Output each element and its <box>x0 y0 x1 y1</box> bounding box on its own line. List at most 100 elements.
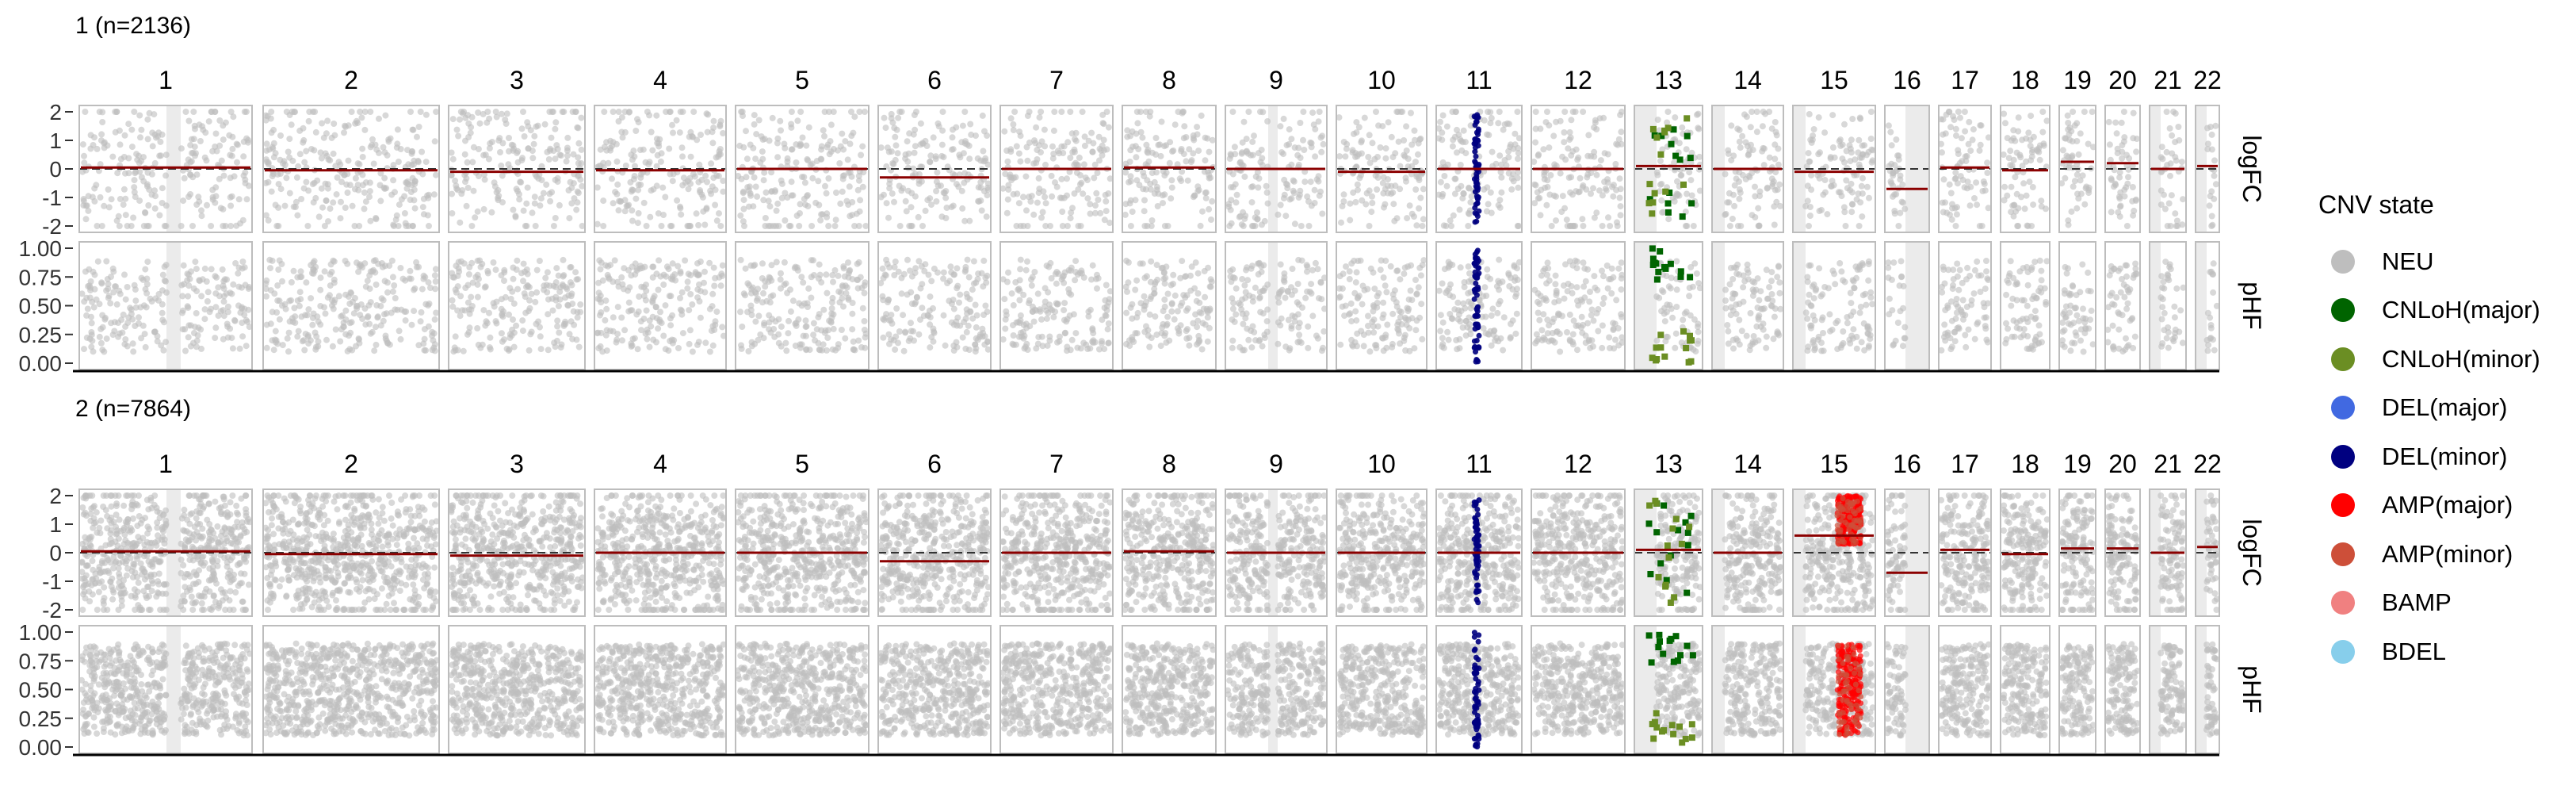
data-point <box>138 126 145 133</box>
y-tick-label: 0.50 <box>19 294 63 319</box>
data-point <box>1955 109 1962 115</box>
data-point <box>1043 315 1050 322</box>
data-point <box>697 314 704 321</box>
data-point <box>849 310 856 317</box>
data-point <box>575 159 582 167</box>
data-point <box>491 183 499 190</box>
data-point <box>276 257 283 264</box>
data-point <box>880 334 887 341</box>
data-point <box>162 202 170 209</box>
data-point <box>808 274 815 281</box>
data-point <box>353 117 360 125</box>
data-point <box>825 223 832 229</box>
data-point <box>1474 200 1481 206</box>
data-point <box>797 140 804 147</box>
data-point <box>1451 190 1458 197</box>
data-point <box>1340 191 1347 198</box>
data-point <box>520 260 527 267</box>
data-point <box>751 262 759 269</box>
data-point <box>1476 162 1482 167</box>
data-point <box>800 279 807 286</box>
data-point <box>1980 178 1987 185</box>
data-point <box>1180 292 1187 299</box>
data-point <box>374 314 381 321</box>
data-point <box>370 160 377 167</box>
data-point <box>298 196 305 202</box>
data-point <box>1314 266 1321 273</box>
data-point <box>284 335 291 342</box>
data-point <box>457 293 464 300</box>
data-point <box>925 271 932 278</box>
data-point <box>120 186 128 193</box>
data-point <box>1023 207 1030 214</box>
data-point <box>1804 182 1811 190</box>
data-point <box>323 197 330 205</box>
data-point <box>837 200 844 207</box>
facet-pHF-chr9 <box>1225 241 1328 370</box>
data-point <box>1771 186 1779 193</box>
data-point <box>717 223 724 229</box>
data-point <box>758 133 765 140</box>
data-point <box>827 138 834 145</box>
data-point <box>1075 186 1082 193</box>
data-point <box>2208 213 2215 220</box>
data-point <box>1181 123 1188 130</box>
data-point <box>113 109 120 115</box>
data-point <box>636 147 644 154</box>
data-point <box>279 342 286 349</box>
data-point <box>415 124 422 130</box>
data-point <box>947 263 954 270</box>
data-point <box>1183 273 1190 280</box>
data-point <box>1100 121 1107 128</box>
data-point <box>898 187 905 194</box>
data-point <box>520 278 526 285</box>
data-point <box>358 114 365 121</box>
data-point <box>298 274 305 281</box>
data-point <box>1900 199 1906 206</box>
data-point <box>1584 174 1591 181</box>
data-point <box>1016 277 1023 284</box>
data-point <box>366 188 373 195</box>
data-point <box>509 288 516 295</box>
data-point <box>555 303 562 309</box>
data-point <box>99 119 106 125</box>
data-point <box>673 117 680 124</box>
data-point <box>658 223 665 229</box>
panel-1: 1 (n=2136)1 2 3 4 5 6 7 8 9 10 11 12 13 14 15 16 17 18 19 2… <box>19 13 2267 376</box>
data-point <box>802 317 809 324</box>
data-point <box>395 159 402 165</box>
data-point <box>1544 109 1550 115</box>
data-point <box>777 117 784 125</box>
data-point <box>431 138 438 145</box>
data-point <box>1952 223 1959 229</box>
data-point <box>1052 179 1058 186</box>
data-point <box>915 331 923 338</box>
data-point <box>373 341 380 348</box>
data-point <box>344 170 351 178</box>
data-point <box>243 343 250 350</box>
data-point <box>189 174 197 181</box>
data-point <box>1365 154 1372 160</box>
data-point <box>272 328 279 335</box>
data-point <box>308 295 315 302</box>
data-point <box>144 183 151 190</box>
data-point <box>1957 173 1964 180</box>
data-point <box>265 161 272 167</box>
data-point <box>1385 119 1392 126</box>
data-point <box>547 147 553 154</box>
chromosome-label: 18 <box>2011 66 2039 94</box>
data-point <box>1653 134 1661 141</box>
data-point <box>2180 196 2186 203</box>
data-point <box>1233 199 1240 206</box>
data-point <box>1146 113 1153 120</box>
data-point <box>2165 200 2173 207</box>
data-point <box>675 345 682 351</box>
data-point <box>2016 151 2024 159</box>
data-point <box>1731 202 1738 209</box>
data-point <box>193 201 201 209</box>
data-point <box>605 274 612 281</box>
data-point <box>1402 347 1409 354</box>
data-point <box>1300 136 1306 144</box>
data-point <box>1238 306 1245 313</box>
data-point <box>614 331 621 338</box>
